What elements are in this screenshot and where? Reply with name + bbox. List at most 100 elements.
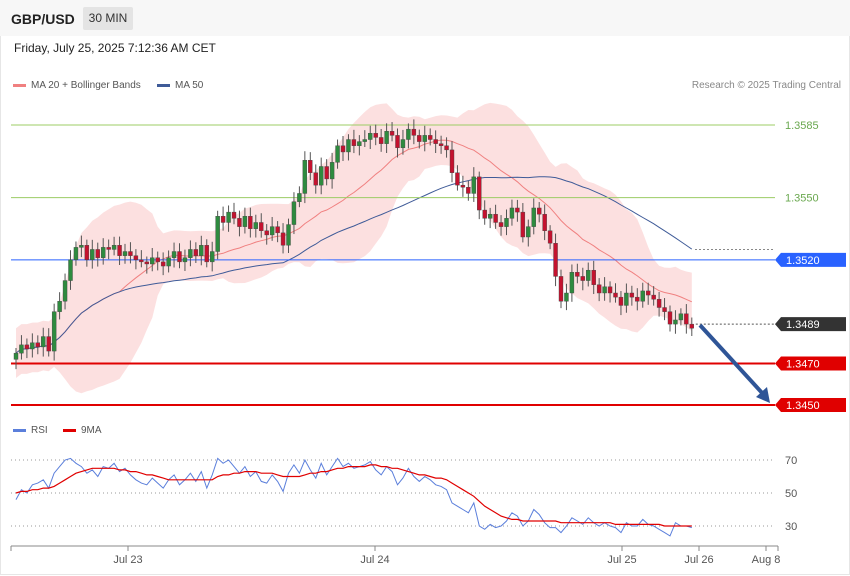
bearish-candle xyxy=(580,276,585,281)
bullish-candle xyxy=(624,292,629,306)
bullish-candle xyxy=(171,251,177,258)
bearish-candle xyxy=(389,131,395,136)
bullish-candle xyxy=(57,301,62,312)
bearish-candle xyxy=(231,211,237,219)
bearish-candle xyxy=(542,213,547,231)
ma50-line xyxy=(15,176,693,354)
bearish-candle xyxy=(133,255,139,261)
bearish-candle xyxy=(84,245,90,261)
bearish-candle xyxy=(177,251,182,263)
last-price-tag xyxy=(775,317,846,332)
bearish-candle xyxy=(259,222,264,231)
bearish-candle xyxy=(466,187,471,194)
bullish-candle xyxy=(302,160,308,194)
bullish-candle xyxy=(602,286,607,294)
bullish-candle xyxy=(564,292,569,302)
bullish-candle xyxy=(100,247,106,258)
bullish-candle xyxy=(286,224,291,246)
bearish-candle xyxy=(607,286,613,294)
bearish-candle xyxy=(493,213,498,223)
bullish-candle xyxy=(79,245,84,248)
resistance-level-label: 1.3585 xyxy=(785,120,819,132)
symbol-title: GBP/USD xyxy=(11,11,75,27)
bearish-candle xyxy=(237,218,242,227)
bearish-candle xyxy=(618,296,624,306)
bullish-candle xyxy=(253,222,259,229)
bearish-candle xyxy=(280,232,286,246)
bearish-candle xyxy=(324,166,329,180)
bearish-candle xyxy=(460,184,466,188)
time-axis-label: Jul 24 xyxy=(360,554,389,566)
last-price-label: 1.3489 xyxy=(786,319,820,331)
pivot-price-label: 1.3520 xyxy=(786,255,820,267)
bullish-candle xyxy=(68,259,73,281)
timestamp: Friday, July 25, 2025 7:12:36 AM CET xyxy=(14,41,216,55)
bullish-candle xyxy=(242,216,248,227)
bullish-candle xyxy=(30,342,35,350)
bullish-candle xyxy=(422,135,427,142)
bearish-candle xyxy=(651,294,656,300)
bearish-candle xyxy=(428,135,433,140)
forecast-arrow-shaft xyxy=(698,323,766,397)
bullish-candle xyxy=(335,145,340,163)
bearish-candle xyxy=(575,272,580,277)
support-price-tag xyxy=(775,398,846,412)
bullish-candle xyxy=(269,226,275,236)
bullish-candle xyxy=(678,313,684,321)
bearish-candle xyxy=(596,284,602,294)
bearish-candle xyxy=(248,216,253,229)
bearish-candle xyxy=(547,230,553,244)
bearish-candle xyxy=(411,128,417,136)
pivot-price-tag xyxy=(775,252,846,267)
bearish-candle xyxy=(613,292,618,298)
bullish-candle xyxy=(291,201,297,225)
bullish-candle xyxy=(329,162,335,180)
bullish-candle xyxy=(188,249,193,258)
bullish-candle xyxy=(362,139,367,142)
bearish-candle xyxy=(591,269,596,285)
bearish-candle xyxy=(520,211,526,238)
legend-ma20: MA 20 + Bollinger Bands xyxy=(13,80,141,91)
bearish-candle xyxy=(449,149,455,173)
bearish-candle xyxy=(662,307,667,312)
bullish-candle xyxy=(504,218,509,227)
bullish-candle xyxy=(673,319,678,325)
bullish-candle xyxy=(111,245,117,250)
bearish-candle xyxy=(117,245,122,256)
bullish-candle xyxy=(400,139,406,149)
support-price-label: 1.3470 xyxy=(786,359,820,371)
bullish-candle xyxy=(586,269,591,281)
bearish-candle xyxy=(646,290,651,296)
research-credit: Research © 2025 Trading Central xyxy=(691,80,841,91)
ma50-swatch xyxy=(157,83,170,87)
resistance-level-label: 1.3550 xyxy=(785,193,819,205)
bullish-candle xyxy=(90,249,95,261)
bearish-candle xyxy=(204,245,209,263)
bearish-candle xyxy=(498,222,504,227)
legend-ma50: MA 50 xyxy=(157,80,203,91)
bullish-candle xyxy=(297,193,302,202)
bullish-candle xyxy=(122,251,128,256)
bearish-candle xyxy=(95,249,100,258)
rsi-line xyxy=(15,457,692,537)
bearish-candle xyxy=(264,230,269,236)
bearish-candle xyxy=(139,259,144,263)
bearish-candle xyxy=(395,135,400,149)
bullish-candle xyxy=(41,336,46,348)
bullish-candle xyxy=(199,245,204,256)
bearish-candle xyxy=(477,176,482,211)
timeframe-button[interactable]: 30 MIN xyxy=(83,7,133,30)
bullish-candle xyxy=(531,207,536,227)
bearish-candle xyxy=(667,311,673,325)
bullish-candle xyxy=(19,344,24,354)
bearish-candle xyxy=(689,323,694,329)
bearish-candle xyxy=(160,261,166,267)
bollinger-band-area xyxy=(16,102,692,394)
bearish-candle xyxy=(351,139,357,146)
bearish-candle xyxy=(537,207,542,215)
rsi-swatch xyxy=(13,428,26,432)
bullish-candle xyxy=(13,352,19,360)
rsi-ma-swatch xyxy=(63,428,76,432)
bearish-candle xyxy=(35,342,40,348)
